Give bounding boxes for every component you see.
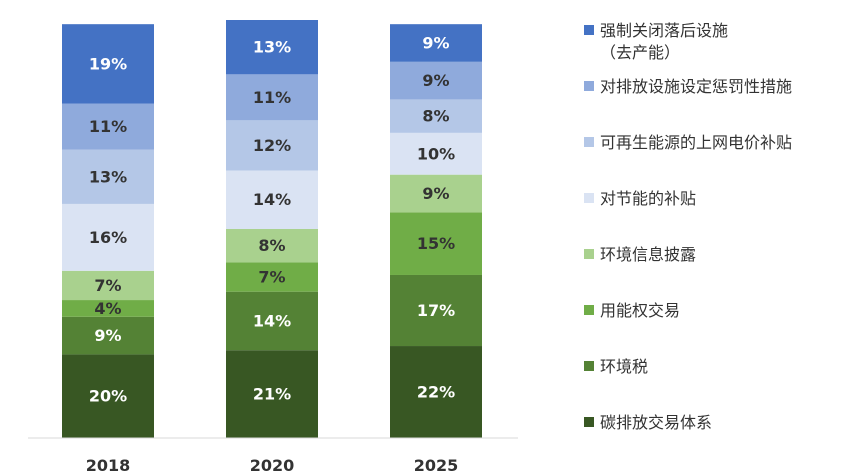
bar-segment bbox=[62, 354, 154, 438]
category-label: 2018 bbox=[86, 456, 131, 472]
legend-item: 对排放设施设定惩罚性措施 bbox=[584, 76, 792, 98]
bar-segment bbox=[62, 270, 154, 301]
data-label: 14% bbox=[253, 190, 291, 209]
bar-segment bbox=[390, 212, 482, 275]
bar-segment bbox=[226, 262, 318, 292]
legend-label: 碳排放交易体系 bbox=[600, 413, 713, 432]
category-label: 2020 bbox=[250, 456, 295, 472]
bar-segment bbox=[390, 132, 482, 175]
legend-label: 对节能的补贴 bbox=[600, 189, 697, 208]
bar-segment bbox=[226, 350, 318, 438]
legend-label: 强制关闭落后设施 （去产能） bbox=[600, 21, 729, 62]
data-label: 15% bbox=[417, 234, 455, 253]
legend-swatch bbox=[584, 361, 594, 371]
data-label: 10% bbox=[417, 144, 455, 163]
legend-swatch bbox=[584, 305, 594, 315]
legend-swatch bbox=[584, 137, 594, 147]
bar-segment bbox=[226, 291, 318, 351]
segment-labels: 20% 9% 4% 7% 16% 13% 11% 19% 21% 14% 7% 8% 14% 12% 11%… bbox=[89, 33, 455, 405]
bar-segment bbox=[390, 346, 482, 438]
data-label: 9% bbox=[94, 326, 121, 345]
legend-swatch bbox=[584, 249, 594, 259]
legend-label: 用能权交易 bbox=[600, 301, 681, 320]
bar-segment bbox=[62, 149, 154, 204]
legend-swatch bbox=[584, 193, 594, 203]
bar-segment bbox=[390, 174, 482, 213]
legend-label: 环境税 bbox=[600, 357, 649, 376]
legend-item: 碳排放交易体系 bbox=[584, 412, 712, 434]
data-label: 22% bbox=[417, 383, 455, 402]
data-label: 9% bbox=[422, 33, 449, 52]
legend-swatch bbox=[584, 417, 594, 427]
bar-segment bbox=[62, 24, 154, 104]
legend-swatch bbox=[584, 25, 594, 35]
bar-segment bbox=[390, 274, 482, 347]
legend-swatch bbox=[584, 81, 594, 91]
data-label: 11% bbox=[253, 88, 291, 107]
legend-item: 对节能的补贴 bbox=[584, 188, 696, 210]
data-label: 9% bbox=[422, 71, 449, 90]
data-label: 14% bbox=[253, 311, 291, 330]
bar-segment bbox=[226, 74, 318, 121]
bar-segment bbox=[226, 120, 318, 171]
data-label: 4% bbox=[94, 299, 121, 318]
data-label: 21% bbox=[253, 385, 291, 404]
category-label: 2025 bbox=[414, 456, 459, 472]
bar-segment bbox=[62, 316, 154, 355]
data-label: 8% bbox=[258, 236, 285, 255]
legend-label: 环境信息披露 bbox=[600, 245, 697, 264]
data-label: 9% bbox=[422, 184, 449, 203]
data-label: 7% bbox=[258, 268, 285, 287]
bar-segment bbox=[226, 170, 318, 229]
data-label: 8% bbox=[422, 107, 449, 126]
bar-segment bbox=[390, 24, 482, 62]
legend-label: 可再生能源的上网电价补贴 bbox=[600, 133, 793, 152]
legend-label: 对排放设施设定惩罚性措施 bbox=[600, 77, 793, 96]
legend-item: 环境信息披露 bbox=[584, 244, 696, 266]
legend-item: 强制关闭落后设施 （去产能） bbox=[584, 20, 728, 64]
legend-item: 环境税 bbox=[584, 356, 648, 378]
data-label: 7% bbox=[94, 276, 121, 295]
data-label: 17% bbox=[417, 301, 455, 320]
bar-segment bbox=[62, 300, 154, 317]
category-labels: 2018 2020 2025 bbox=[86, 456, 459, 472]
data-label: 11% bbox=[89, 117, 127, 136]
bar-segment bbox=[390, 61, 482, 100]
bar-segment bbox=[226, 229, 318, 263]
data-label: 13% bbox=[253, 38, 291, 57]
data-label: 16% bbox=[89, 228, 127, 247]
legend-item: 用能权交易 bbox=[584, 300, 680, 322]
bar-segment bbox=[62, 203, 154, 271]
bar-segments bbox=[62, 20, 482, 438]
bar-segment bbox=[390, 99, 482, 133]
data-label: 19% bbox=[89, 54, 127, 73]
bar-segment bbox=[226, 20, 318, 75]
legend-item: 可再生能源的上网电价补贴 bbox=[584, 132, 792, 154]
data-label: 20% bbox=[89, 387, 127, 406]
data-label: 12% bbox=[253, 136, 291, 155]
data-label: 13% bbox=[89, 167, 127, 186]
bar-segment bbox=[62, 103, 154, 150]
